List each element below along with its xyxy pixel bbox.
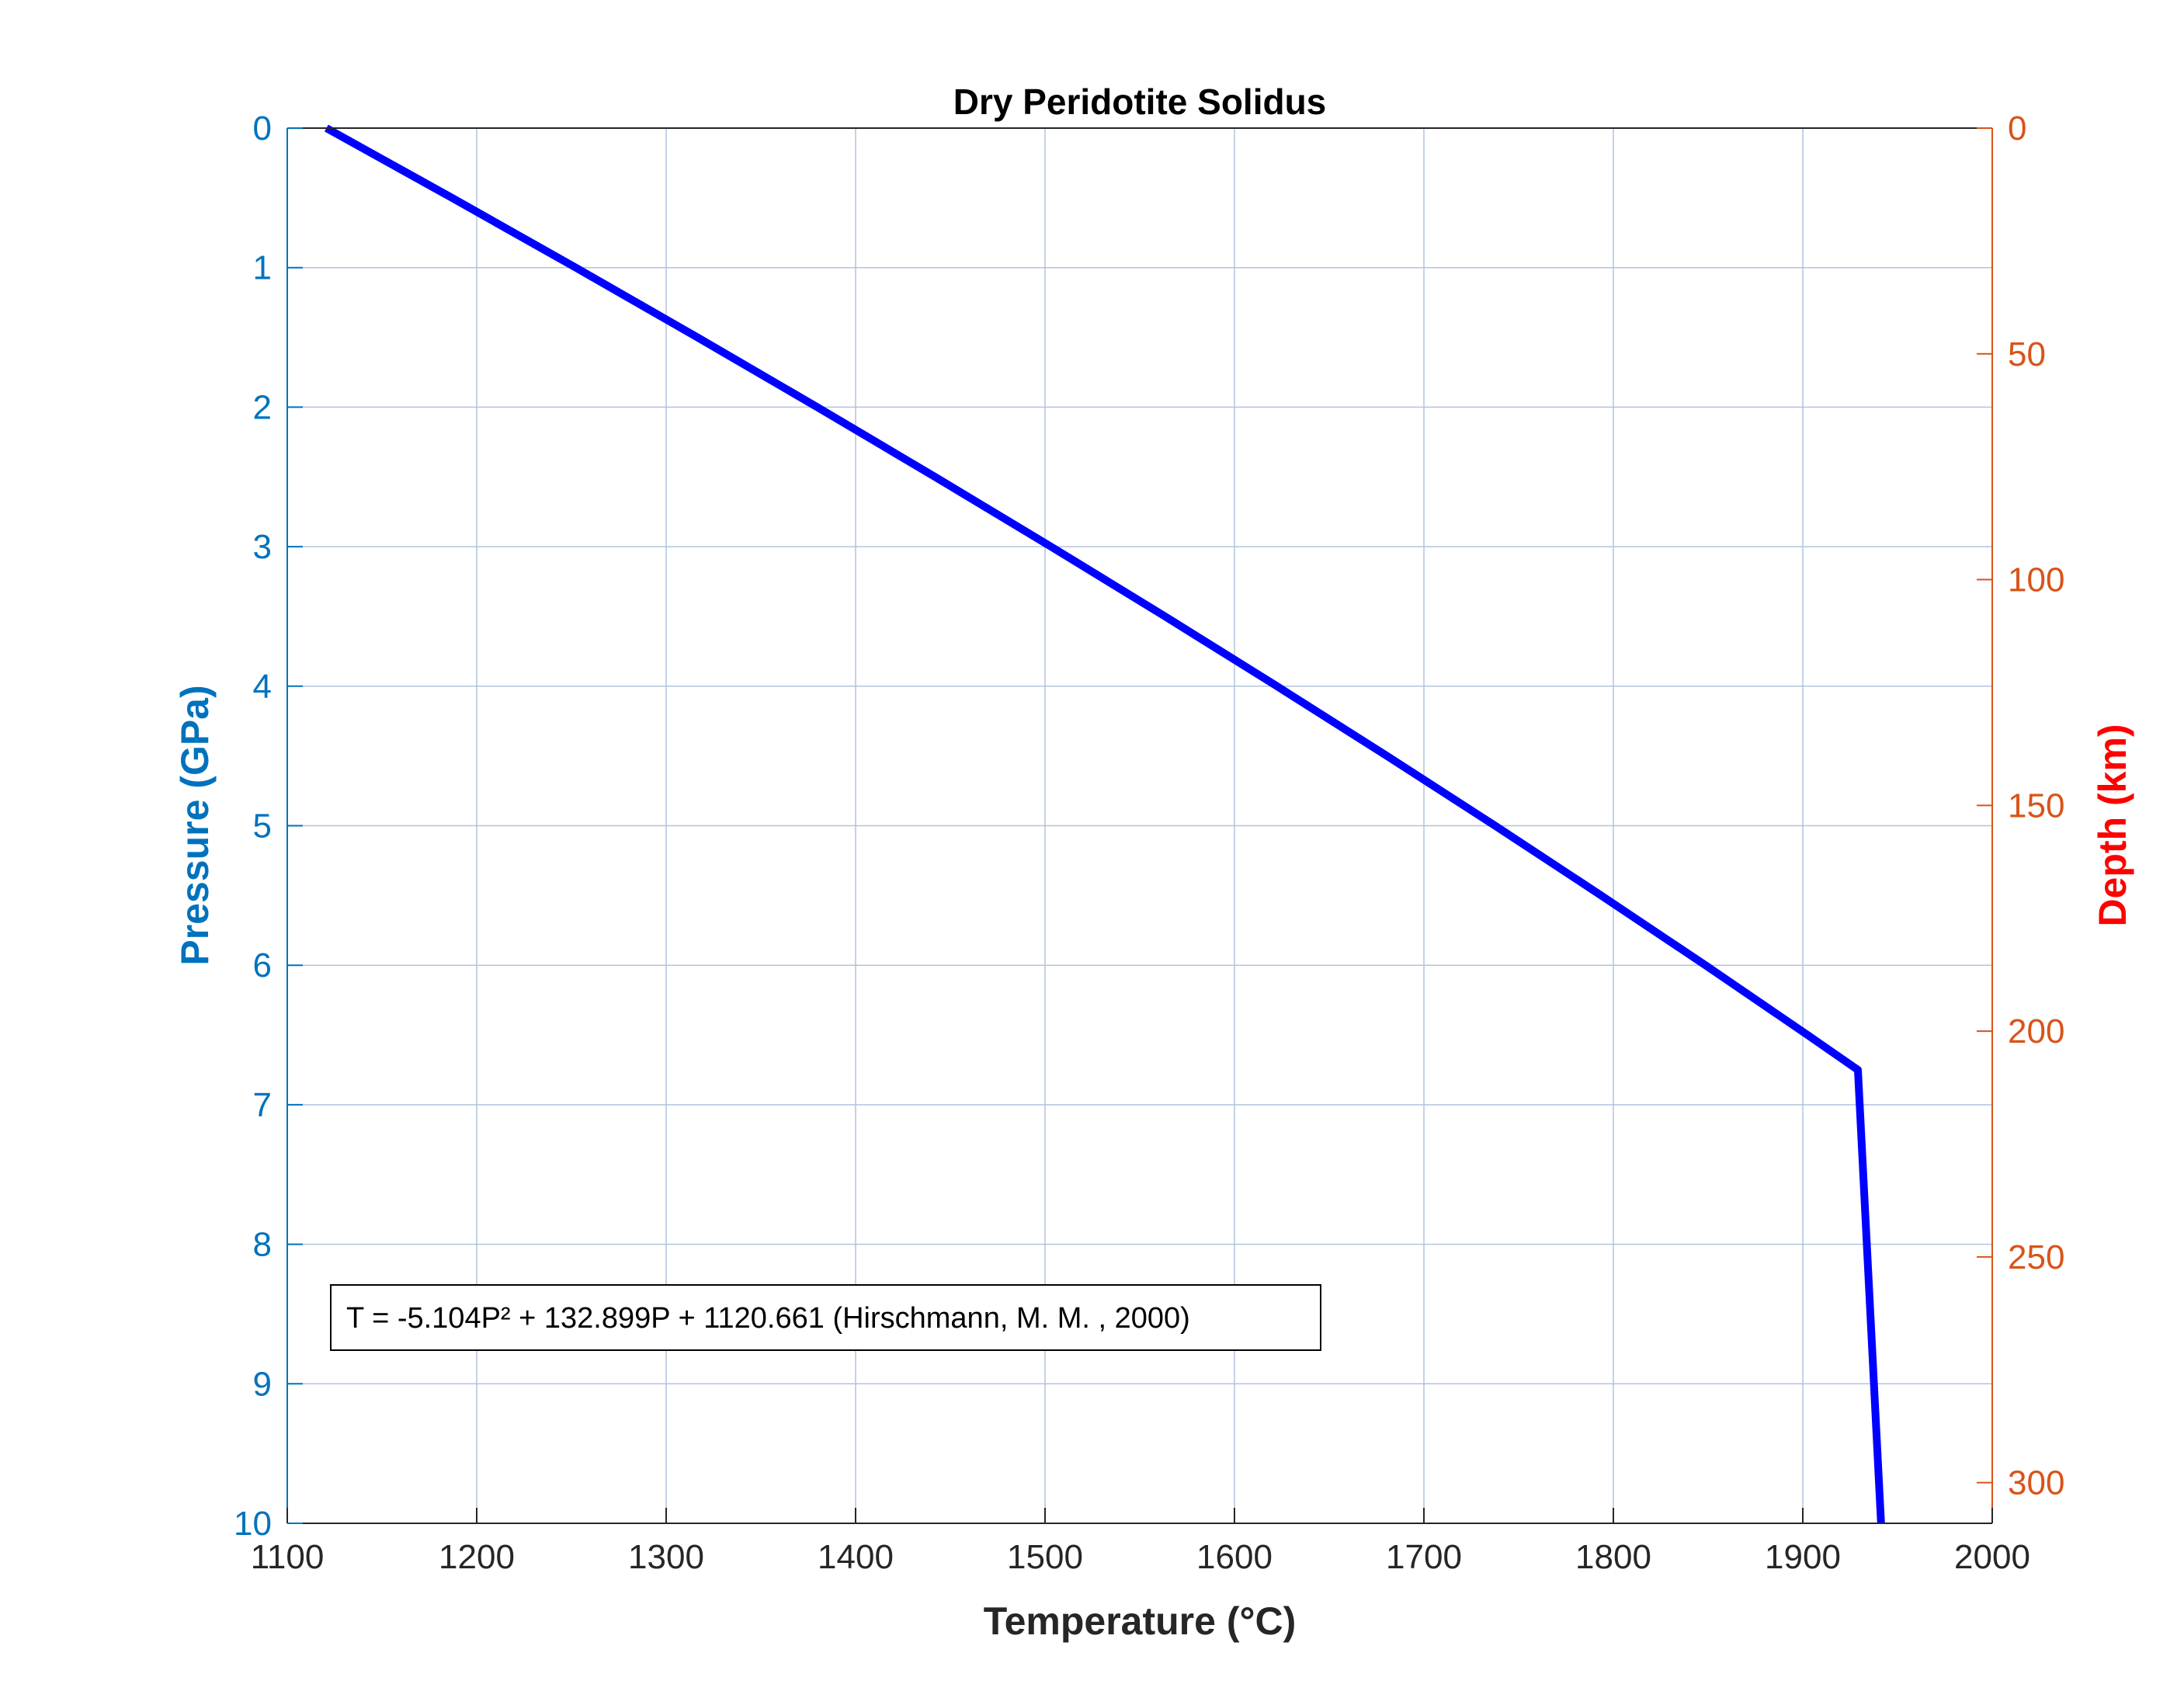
x-tick-label: 1500 [1007,1538,1083,1576]
chart-title: Dry Peridotite Solidus [953,82,1327,122]
y2-tick-label: 0 [2008,109,2026,148]
y-tick-label: 10 [234,1505,272,1543]
annotation-box [330,1284,1321,1351]
x-tick-label: 1100 [251,1538,325,1576]
y-tick-label: 8 [253,1226,272,1264]
y-tick-label: 5 [253,807,272,846]
x-tick-labels: 1100 1200 1300 1400 1500 1600 1700 1800 1900 2000 [251,1538,2030,1576]
y2-axis-label: Depth (km) [2091,724,2134,926]
grid [287,128,1992,1523]
y2-tick-label: 50 [2008,335,2046,373]
y-tick-label: 3 [253,528,272,566]
y2-tick-label: 250 [2008,1238,2064,1276]
series-layer [324,124,1885,1524]
y-axis-label: Pressure (GPa) [173,685,217,965]
y-tick-labels: 0 1 2 3 4 5 6 7 8 9 10 [234,109,272,1543]
y2-tick-label: 200 [2008,1012,2064,1050]
x-tick-label: 1900 [1765,1538,1841,1576]
annotation-text: T = -5.104P² + 132.899P + 1120.661 (Hirs… [346,1302,1190,1335]
x-tick-label: 1200 [439,1538,515,1576]
y-tick-label: 9 [253,1365,272,1403]
x-tick-label: 2000 [1954,1538,2030,1576]
y-tick-label: 4 [253,668,272,706]
y-tick-label: 6 [253,946,272,984]
y-tick-label: 0 [253,109,272,148]
x-tick-label: 1800 [1575,1538,1651,1576]
x-axis-label: Temperature (°C) [984,1599,1296,1643]
y2-tick-label: 150 [2008,786,2064,825]
y-tick-label: 2 [253,388,272,426]
y-tick-label: 1 [253,249,272,287]
x-tick-label: 1300 [628,1538,704,1576]
axes [286,127,1993,1524]
x-tick-label: 1600 [1196,1538,1273,1576]
y-tick-label: 7 [253,1086,272,1124]
y2-tick-labels: 0 50 100 150 200 250 300 [2008,109,2064,1502]
solidus-curve [324,124,1885,1524]
y2-tick-label: 100 [2008,561,2064,599]
x-tick-label: 1400 [818,1538,894,1576]
y2-tick-label: 300 [2008,1464,2064,1502]
x-tick-label: 1700 [1386,1538,1462,1576]
